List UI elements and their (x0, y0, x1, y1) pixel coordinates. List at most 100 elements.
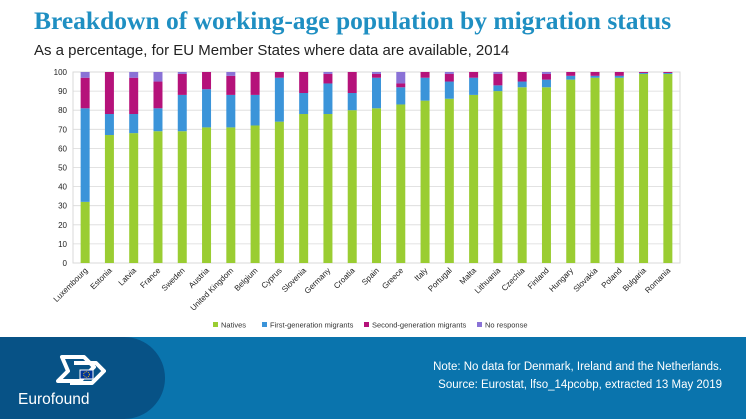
eurofound-logo-icon (56, 355, 106, 385)
legend-swatch (262, 322, 267, 327)
bar-segment-first-generation-migrants (250, 94, 260, 126)
bar-segment-second-generation-migrants (541, 73, 551, 80)
legend-swatch (477, 322, 482, 327)
bar-segment-natives (444, 98, 454, 264)
bar-segment-first-generation-migrants (566, 75, 576, 80)
bar-segment-natives (639, 73, 649, 263)
y-tick-label: 90 (58, 87, 67, 96)
bar-segment-second-generation-migrants (590, 72, 600, 76)
bar-segment-second-generation-migrants (372, 73, 381, 78)
bar-segment-first-generation-migrants (469, 77, 479, 95)
bar-segment-first-generation-migrants (614, 75, 624, 78)
bar-segment-second-generation-migrants (469, 72, 479, 78)
chart-subtitle: As a percentage, for EU Member States wh… (34, 42, 510, 59)
bar-segment-natives (323, 114, 333, 264)
bar-segment-first-generation-migrants (663, 72, 673, 74)
bar-segment-first-generation-migrants (420, 77, 430, 101)
brand-name: Eurofound (18, 391, 90, 408)
bar-segment-second-generation-migrants (420, 72, 430, 78)
footer-band (0, 337, 746, 419)
x-tick-label: Latvia (117, 266, 139, 288)
bar-segment-second-generation-migrants (153, 81, 163, 109)
bar-segment-second-generation-migrants (177, 73, 187, 95)
bar-segment-natives (469, 94, 479, 263)
bar-segment-first-generation-migrants (104, 114, 114, 136)
y-tick-label: 10 (58, 240, 67, 249)
bar-segment-natives (396, 104, 406, 263)
x-tick-label: Belgium (233, 266, 260, 293)
bar-segment-first-generation-migrants (299, 93, 309, 115)
bar-segment-natives (80, 201, 90, 263)
legend-label: Natives (221, 321, 246, 330)
bar-segment-second-generation-migrants (396, 83, 406, 88)
bar-segment-no-response (396, 72, 406, 84)
bar-segment-no-response (226, 72, 236, 76)
legend-swatch (364, 322, 369, 327)
bar-segment-no-response (541, 72, 551, 74)
x-tick-label: Italy (413, 266, 430, 283)
x-tick-label: Sweden (160, 266, 187, 293)
x-tick-label: Greece (380, 266, 405, 291)
bar-segment-first-generation-migrants (323, 83, 333, 115)
bar-segment-second-generation-migrants (129, 77, 139, 115)
bar-segment-first-generation-migrants (517, 81, 527, 88)
y-tick-label: 50 (58, 164, 67, 173)
bar-segment-second-generation-migrants (347, 72, 357, 94)
x-tick-label: United Kingdom (189, 266, 236, 313)
bar-segment-no-response (177, 72, 187, 74)
bar-segment-no-response (153, 72, 163, 82)
bar-segment-natives (226, 127, 236, 263)
bar-segment-natives (177, 131, 187, 263)
y-tick-label: 70 (58, 125, 67, 134)
bar-segment-first-generation-migrants (202, 89, 212, 128)
bar-segment-natives (566, 79, 576, 263)
bar-segment-first-generation-migrants (80, 108, 90, 202)
y-tick-label: 60 (58, 144, 67, 153)
x-tick-label: Portugal (426, 266, 454, 294)
bar-segment-first-generation-migrants (347, 93, 357, 111)
bar-segment-no-response (129, 72, 139, 78)
x-tick-label: Czechia (500, 266, 527, 293)
bar-segment-second-generation-migrants (639, 72, 649, 73)
bar-segment-second-generation-migrants (323, 73, 333, 84)
x-tick-label: Lithuania (473, 266, 503, 296)
bar-segment-natives (372, 108, 381, 263)
bar-segment-first-generation-migrants (639, 72, 649, 74)
bar-segment-no-response (323, 72, 333, 74)
bar-segment-first-generation-migrants (274, 77, 284, 122)
bar-segment-natives (614, 77, 624, 263)
x-tick-label: Spain (360, 266, 381, 287)
y-tick-label: 100 (54, 68, 68, 77)
bar-segment-second-generation-migrants (299, 72, 309, 94)
x-tick-label: Slovakia (572, 266, 600, 294)
bar-segment-natives (590, 77, 600, 263)
legend-label: Second-generation migrants (372, 321, 466, 330)
bar-segment-natives (153, 131, 163, 263)
y-tick-label: 30 (58, 202, 67, 211)
bar-segment-natives (250, 125, 260, 263)
y-tick-label: 40 (58, 183, 67, 192)
bar-segment-second-generation-migrants (226, 75, 236, 95)
legend-label: No response (485, 321, 528, 330)
bar-segment-second-generation-migrants (104, 72, 114, 115)
bar-segment-natives (104, 135, 114, 263)
bar-segment-first-generation-migrants (590, 75, 600, 78)
x-tick-label: Estonia (89, 266, 115, 292)
bar-segment-second-generation-migrants (517, 72, 527, 82)
bar-segment-natives (663, 73, 673, 263)
x-tick-label: Hungary (547, 266, 575, 294)
x-tick-label: Luxembourg (52, 266, 90, 304)
bar-segment-first-generation-migrants (129, 114, 139, 134)
x-tick-label: Germany (303, 266, 333, 296)
bar-segment-second-generation-migrants (274, 72, 284, 78)
x-tick-label: Malta (458, 266, 479, 287)
bar-segment-first-generation-migrants (372, 77, 381, 109)
y-tick-label: 0 (63, 259, 68, 268)
bar-segment-second-generation-migrants (566, 72, 576, 76)
page-title: Breakdown of working-age population by m… (34, 6, 672, 35)
bar-segment-first-generation-migrants (493, 85, 503, 92)
bar-segment-first-generation-migrants (541, 79, 551, 88)
bar-segment-second-generation-migrants (444, 73, 454, 82)
bar-segment-natives (299, 114, 309, 264)
